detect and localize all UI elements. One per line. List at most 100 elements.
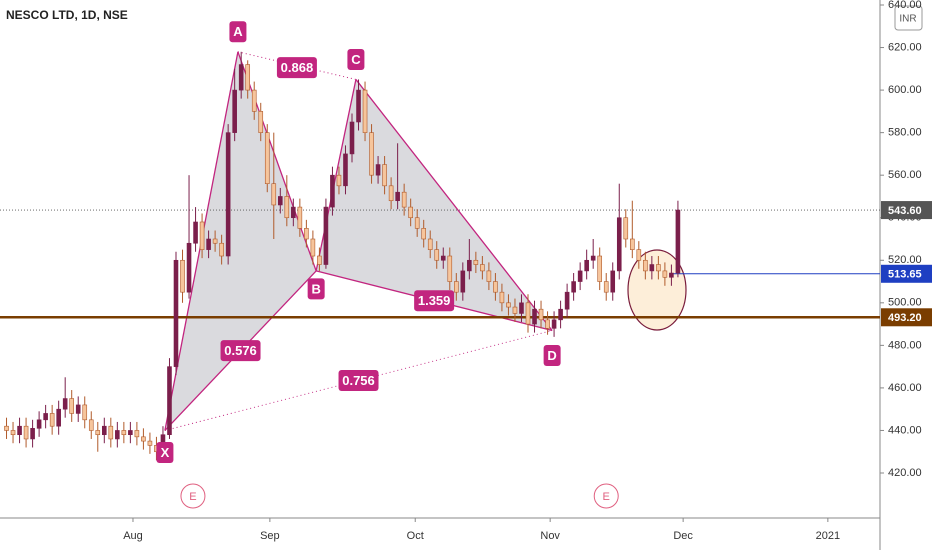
candle-body bbox=[49, 413, 55, 427]
candle-body bbox=[258, 111, 264, 133]
candle-body bbox=[238, 64, 244, 91]
pattern-leg bbox=[237, 51, 317, 272]
candle-body bbox=[636, 249, 642, 261]
ratio-label-box bbox=[220, 340, 261, 362]
candle-body bbox=[453, 281, 459, 293]
y-tick-label: 480.00 bbox=[888, 339, 922, 351]
currency: INR bbox=[899, 14, 916, 25]
candle-body bbox=[101, 425, 107, 436]
candle-body bbox=[225, 132, 231, 257]
candle-body bbox=[69, 398, 75, 414]
candle-body bbox=[121, 430, 127, 436]
candle-body bbox=[401, 191, 407, 208]
candle-body bbox=[656, 264, 661, 272]
candle-body bbox=[460, 270, 466, 293]
pattern-point-label: D bbox=[547, 348, 556, 363]
candle-body bbox=[180, 259, 185, 293]
candle-body bbox=[414, 217, 420, 229]
y-tick-label: 520.00 bbox=[888, 254, 922, 266]
candle-body bbox=[206, 238, 211, 250]
candle-body bbox=[310, 238, 316, 257]
candle-body bbox=[349, 121, 355, 155]
candle-body bbox=[251, 89, 257, 112]
ratio-label: 0.756 bbox=[342, 373, 375, 388]
price-label: 543.60 bbox=[888, 205, 922, 217]
candle-body bbox=[82, 404, 88, 421]
candle-body bbox=[271, 183, 277, 206]
candle-body bbox=[88, 419, 94, 431]
candle-body bbox=[297, 206, 303, 229]
candle-body bbox=[167, 366, 172, 436]
candle-body bbox=[193, 221, 198, 244]
y-tick-label: 420.00 bbox=[888, 467, 922, 479]
candle-body bbox=[558, 308, 563, 321]
candle-body bbox=[427, 238, 433, 250]
candle-body bbox=[486, 270, 492, 282]
candle-body bbox=[199, 221, 205, 250]
candle-body bbox=[473, 259, 479, 265]
candle-body bbox=[662, 270, 668, 278]
x-tick-label: Sep bbox=[260, 530, 280, 542]
candle-body bbox=[62, 398, 68, 410]
candle-body bbox=[10, 430, 16, 436]
ratio-label: 0.576 bbox=[224, 343, 257, 358]
candle-body bbox=[323, 206, 329, 265]
candle-body bbox=[141, 436, 146, 442]
candle-body bbox=[36, 419, 42, 429]
candle-body bbox=[480, 264, 485, 272]
candle-body bbox=[649, 264, 655, 272]
candle-body bbox=[284, 196, 290, 219]
candle-body bbox=[525, 302, 531, 325]
ratio-label: 0.868 bbox=[281, 60, 314, 75]
y-tick-label: 600.00 bbox=[888, 84, 922, 96]
candle-body bbox=[643, 259, 648, 272]
candle-body bbox=[421, 228, 427, 240]
event-marker[interactable] bbox=[180, 483, 206, 509]
pattern-leg bbox=[355, 79, 553, 331]
candle-body bbox=[356, 89, 361, 123]
candle-body bbox=[408, 206, 413, 219]
candle-body bbox=[447, 255, 453, 282]
candle-body bbox=[564, 291, 570, 310]
candle-body bbox=[375, 164, 381, 176]
pattern-point-label: X bbox=[161, 445, 170, 460]
currency-box[interactable] bbox=[894, 5, 923, 31]
event-label: E bbox=[603, 491, 610, 503]
price-label: 513.65 bbox=[888, 269, 922, 281]
candle-body bbox=[499, 291, 505, 304]
pattern-point-label-box bbox=[156, 441, 174, 463]
candle-body bbox=[17, 425, 22, 436]
candle-body bbox=[629, 238, 635, 250]
x-tick-label: Aug bbox=[123, 530, 143, 542]
candle-body bbox=[75, 404, 81, 414]
candle-body bbox=[362, 89, 368, 133]
event-label: E bbox=[189, 491, 196, 503]
candle-body bbox=[440, 255, 446, 261]
event-marker[interactable] bbox=[593, 483, 619, 509]
candle-body bbox=[551, 319, 557, 329]
ratio-label: 1.359 bbox=[418, 293, 451, 308]
candle-body bbox=[545, 319, 550, 329]
x-tick-label: Dec bbox=[673, 530, 693, 542]
candle-body bbox=[519, 302, 524, 314]
candle-body bbox=[467, 259, 472, 272]
price-label-box bbox=[881, 201, 932, 220]
candle-body bbox=[506, 302, 511, 308]
candle-body bbox=[675, 209, 681, 274]
y-tick-label: 500.00 bbox=[888, 297, 922, 309]
candle-body bbox=[232, 89, 237, 133]
candle-body bbox=[95, 430, 101, 436]
candle-body bbox=[395, 191, 400, 202]
candle-body bbox=[173, 259, 179, 367]
candle-body bbox=[610, 270, 616, 293]
price-label-box bbox=[881, 264, 932, 283]
y-tick-label: 560.00 bbox=[888, 169, 922, 181]
y-tick-label: 620.00 bbox=[888, 41, 922, 53]
candle-body bbox=[56, 408, 61, 427]
y-tick-label: 440.00 bbox=[888, 424, 922, 436]
candle-body bbox=[532, 308, 537, 325]
candle-body bbox=[186, 242, 192, 293]
pattern-point-label-box bbox=[347, 48, 365, 70]
pattern-leg bbox=[315, 79, 357, 272]
